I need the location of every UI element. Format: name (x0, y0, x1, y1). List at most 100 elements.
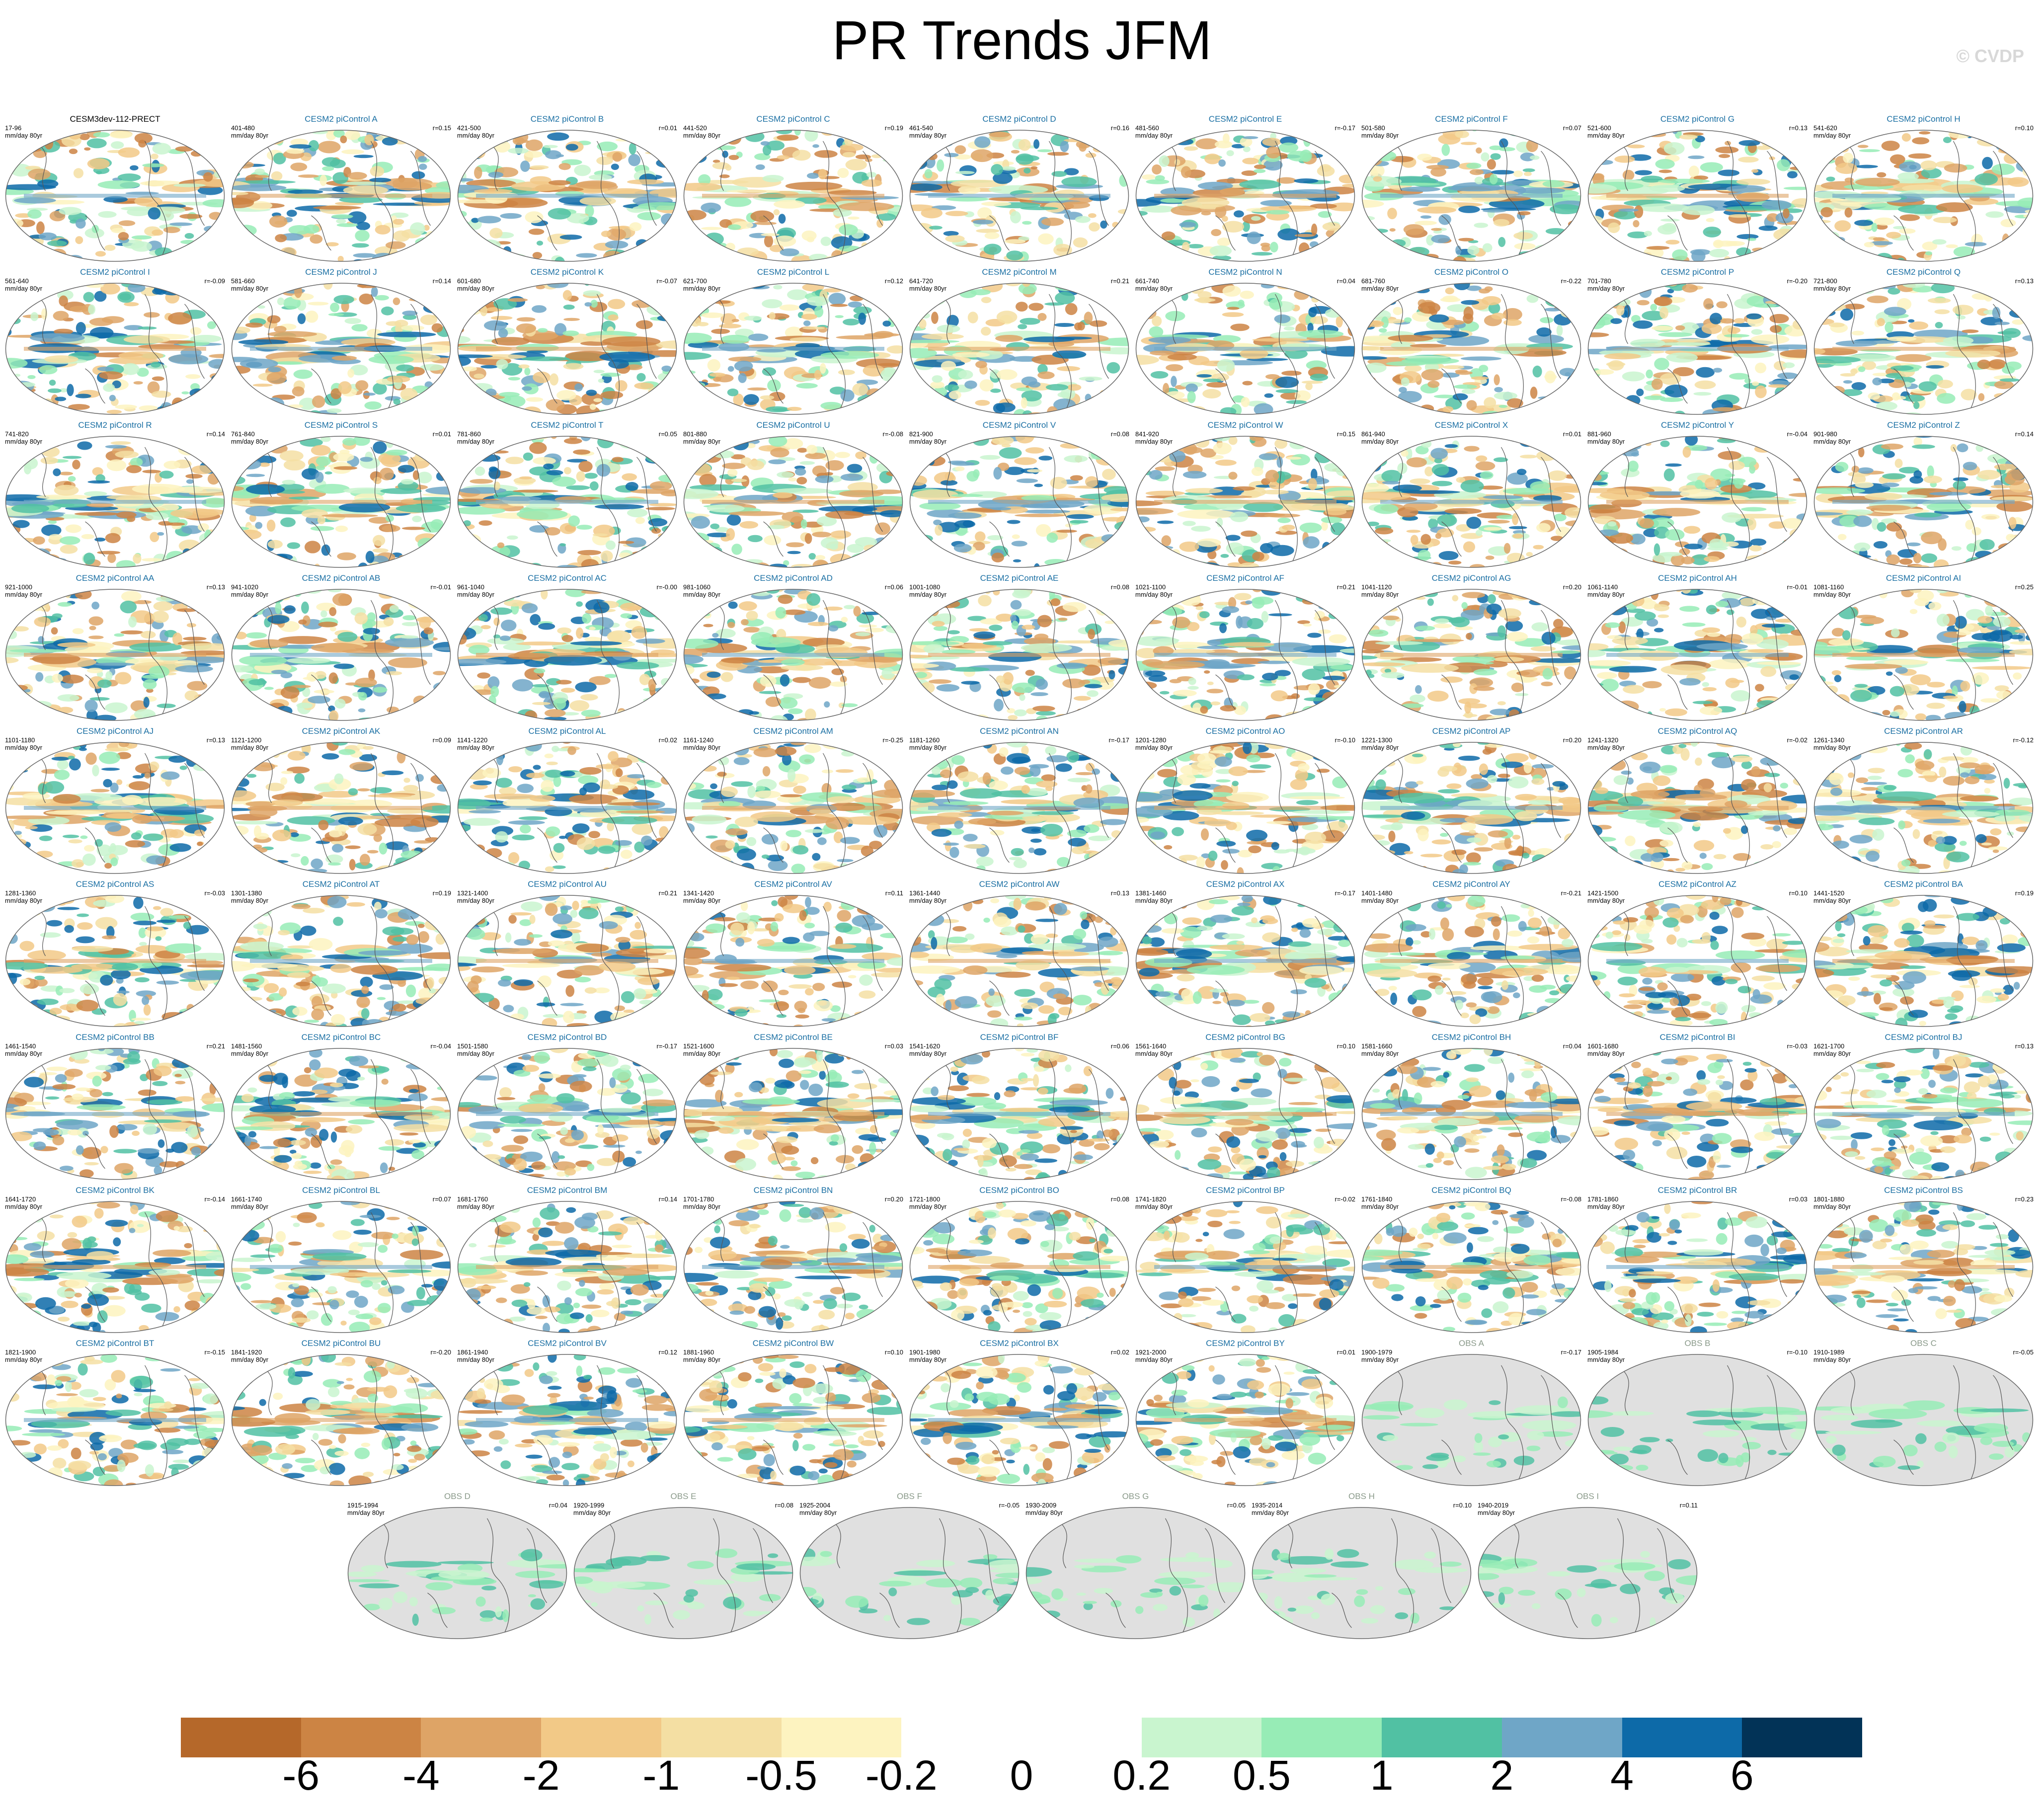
trend-patch (1320, 250, 1334, 256)
trend-patch (1637, 300, 1650, 306)
trend-patch (1051, 259, 1072, 261)
trend-patch (315, 465, 325, 471)
trend-patch (1566, 136, 1581, 146)
trend-patch (1728, 258, 1746, 261)
trend-patch (747, 535, 763, 543)
trend-patch (1818, 536, 1832, 547)
trend-patch (1145, 234, 1158, 239)
trend-patch (1672, 249, 1688, 261)
map-border (457, 436, 677, 568)
trend-patch (1442, 365, 1465, 370)
trend-patch (1828, 322, 1845, 327)
trend-patch (1014, 457, 1037, 465)
trend-patch (493, 481, 500, 490)
trend-patch (178, 589, 191, 600)
trend-patch (1342, 474, 1354, 479)
trend-patch (1322, 436, 1333, 442)
trend-patch (762, 299, 783, 309)
trend-patch (804, 533, 812, 544)
trend-patch (1444, 444, 1458, 448)
trend-patch (477, 239, 501, 251)
trend-patch (109, 395, 116, 401)
trend-patch (5, 163, 12, 172)
trend-patch (84, 700, 98, 712)
trend-patch (773, 488, 833, 494)
trend-patch (331, 355, 357, 361)
trend-patch (431, 323, 443, 333)
trend-patch (150, 532, 159, 543)
trend-patch (659, 401, 666, 412)
trend-patch (192, 410, 204, 414)
trend-patch (701, 312, 724, 318)
pattern-correlation: r=0.05 (658, 430, 677, 438)
trend-patch (1568, 303, 1575, 311)
trend-patch (1104, 401, 1129, 412)
trend-patch (458, 157, 463, 163)
trend-patch (1242, 136, 1258, 140)
trend-patch (1817, 449, 1832, 456)
trend-patch (995, 335, 1023, 342)
trend-patch (783, 560, 789, 566)
trend-patch (347, 172, 367, 180)
trend-patch (5, 494, 50, 501)
trend-patch (1792, 319, 1805, 330)
trend-patch (1103, 437, 1127, 446)
trend-patch (520, 160, 530, 172)
trend-patch (35, 714, 54, 720)
trend-patch (984, 232, 1000, 239)
trend-patch (1872, 377, 1882, 386)
trend-patch (1494, 392, 1518, 400)
trend-patch (935, 525, 943, 536)
panel-years: 481-560 mm/day 80yr (1135, 124, 1173, 139)
trend-patch (1614, 156, 1635, 163)
map-plot (457, 130, 677, 262)
trend-patch (1206, 382, 1228, 388)
trend-patch (1102, 469, 1116, 480)
trend-patch (1545, 228, 1566, 235)
pattern-correlation: r=0.15 (1336, 430, 1355, 438)
trend-patch (1020, 206, 1059, 210)
trend-patch (309, 140, 319, 152)
trend-patch (168, 312, 192, 325)
trend-patch (889, 539, 903, 545)
trend-patch (1684, 544, 1703, 550)
trend-patch (710, 523, 720, 530)
map-panel: CESM2 piControl K 601-680 mm/day 80yr r=-0.… (456, 267, 678, 416)
trend-patch (412, 436, 436, 441)
trend-patch (782, 511, 803, 523)
panel-title: CESM2 piControl Q (1886, 267, 1961, 277)
trend-patch (1523, 171, 1532, 176)
trend-patch (625, 482, 638, 491)
trend-patch (1968, 283, 1978, 290)
trend-patch (815, 555, 825, 560)
trend-patch (773, 285, 783, 290)
trend-patch (2008, 517, 2017, 529)
trend-patch (546, 399, 565, 411)
trend-patch (693, 245, 711, 257)
trend-patch (115, 404, 137, 409)
trend-patch (1275, 376, 1299, 388)
trend-patch (458, 558, 475, 564)
trend-patch (222, 378, 225, 388)
trend-patch (1240, 348, 1268, 359)
trend-patch (1938, 538, 1947, 551)
trend-patch (1978, 393, 1985, 401)
trend-patch (160, 590, 182, 598)
coastline (1849, 294, 2013, 409)
trend-patch (470, 478, 493, 484)
trend-patch (1362, 558, 1370, 561)
trend-patch (1514, 187, 1566, 194)
trend-patch (1390, 182, 1440, 186)
trend-patch (1866, 505, 1911, 511)
trend-patch (74, 512, 119, 516)
trend-patch (1069, 283, 1092, 287)
trend-patch (59, 207, 82, 215)
trend-patch (1758, 225, 1778, 231)
trend-patch (340, 135, 347, 144)
trend-patch (608, 299, 626, 310)
map-border (909, 283, 1129, 415)
trend-patch (712, 162, 730, 169)
trend-patch (483, 320, 507, 331)
trend-patch (1981, 514, 2000, 520)
trend-patch (1814, 247, 1830, 253)
